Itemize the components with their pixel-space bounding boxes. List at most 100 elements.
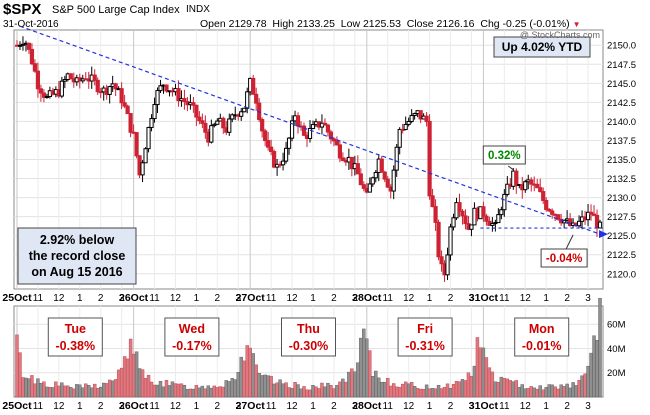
volume-bar xyxy=(200,385,205,398)
volume-bar xyxy=(341,378,345,398)
volume-bar xyxy=(323,386,327,398)
volume-bar xyxy=(529,386,533,398)
volume-bar xyxy=(577,380,581,398)
volume-bar xyxy=(377,377,381,398)
volume-x-tick-label: 1 xyxy=(543,401,549,412)
volume-x-tick-label: 2 xyxy=(98,401,104,412)
volume-bar xyxy=(547,384,551,398)
price-x-tick-label: 2 xyxy=(331,293,337,304)
volume-y-tick-label: 40M xyxy=(607,344,626,355)
volume-bar xyxy=(332,388,336,398)
volume-bar xyxy=(415,388,420,398)
candle-body xyxy=(430,195,435,208)
volume-bar xyxy=(191,388,196,398)
day-change-label: -0.01% xyxy=(522,339,562,353)
green-callout-text: 0.32% xyxy=(488,150,521,162)
candle-body xyxy=(146,127,151,150)
volume-bar xyxy=(48,387,52,398)
volume-bar xyxy=(87,384,91,398)
day-name-label: Tue xyxy=(65,322,86,336)
volume-bar xyxy=(571,382,575,398)
candle-body xyxy=(523,181,528,191)
volume-bar xyxy=(167,385,172,398)
symbol-title: $SPX xyxy=(3,1,42,18)
candle-body xyxy=(535,183,540,189)
candle-body xyxy=(143,148,148,164)
volume-bar xyxy=(511,381,516,398)
volume-x-tick-label: 3 xyxy=(585,401,591,412)
day-change-box xyxy=(47,317,103,357)
candle-body xyxy=(499,209,504,216)
volume-bar xyxy=(110,380,115,398)
candle-body xyxy=(245,91,250,109)
candle-body xyxy=(26,42,32,50)
price-x-tick-label: 27Oct xyxy=(236,292,266,304)
day-change-label: -0.31% xyxy=(405,339,445,353)
volume-x-tick-label: 12 xyxy=(170,401,182,412)
candle-body xyxy=(544,200,549,210)
candle-body xyxy=(433,206,438,223)
candle-body xyxy=(128,113,133,133)
volume-bar xyxy=(260,375,264,398)
volume-bar xyxy=(63,385,67,398)
candle-body xyxy=(176,88,181,102)
volume-bar xyxy=(412,385,417,398)
candle-body xyxy=(367,183,372,193)
price-y-tick-label: 2122.5 xyxy=(607,250,636,261)
volume-bar xyxy=(137,368,142,398)
candle-body xyxy=(182,98,187,103)
candle-body xyxy=(391,169,396,192)
volume-bar xyxy=(365,338,369,398)
ytd-annotation-box xyxy=(493,36,591,58)
volume-bar xyxy=(179,383,184,398)
close-label: Close xyxy=(406,18,434,30)
candle-body xyxy=(385,178,390,188)
volume-bar xyxy=(505,378,510,398)
volume-bar xyxy=(158,381,163,398)
candle-body xyxy=(164,84,169,92)
volume-bar xyxy=(389,385,393,398)
price-x-tick-label: 1 xyxy=(77,293,83,304)
candle-body xyxy=(328,131,334,140)
candle-body xyxy=(301,125,307,136)
volume-bar xyxy=(454,381,459,398)
volume-bar xyxy=(475,337,480,398)
candle-body xyxy=(412,113,417,116)
volume-bar xyxy=(305,389,309,398)
candle-body xyxy=(505,183,510,195)
day-name-label: Fri xyxy=(417,322,433,336)
candle-body xyxy=(322,122,328,126)
volume-bar xyxy=(427,388,432,398)
candle-body xyxy=(295,115,301,127)
price-x-tick-label: 1 xyxy=(427,293,433,304)
volume-bar xyxy=(230,378,234,398)
volume-bar xyxy=(275,382,279,398)
volume-bar xyxy=(146,374,151,398)
volume-bar xyxy=(568,387,572,398)
volume-bar xyxy=(493,381,498,398)
watermark-text: @ StockCharts.com xyxy=(520,30,600,40)
volume-bar xyxy=(371,376,375,398)
price-y-tick-label: 2140.0 xyxy=(607,117,636,128)
candle-body xyxy=(113,83,118,90)
day-name-label: Wed xyxy=(179,322,205,336)
candle-body xyxy=(409,114,414,122)
price-x-tick-label: 12 xyxy=(286,293,298,304)
close-value: 2126.16 xyxy=(436,18,475,30)
price-x-tick-label: 1 xyxy=(310,293,316,304)
volume-bar xyxy=(18,352,22,398)
volume-bar xyxy=(21,377,25,398)
day-change-box xyxy=(281,317,336,357)
volume-bar xyxy=(359,337,363,398)
candle-body xyxy=(125,105,130,115)
candle-body xyxy=(334,140,340,146)
volume-bar xyxy=(104,383,109,398)
volume-bar xyxy=(96,387,100,398)
candle-body xyxy=(370,177,375,185)
price-x-tick-label: 12 xyxy=(403,293,415,304)
trendline-arrowhead xyxy=(599,230,609,239)
candle-body xyxy=(209,125,214,143)
price-x-tick-label: 31Oct xyxy=(469,292,499,304)
candle-body xyxy=(424,115,429,122)
